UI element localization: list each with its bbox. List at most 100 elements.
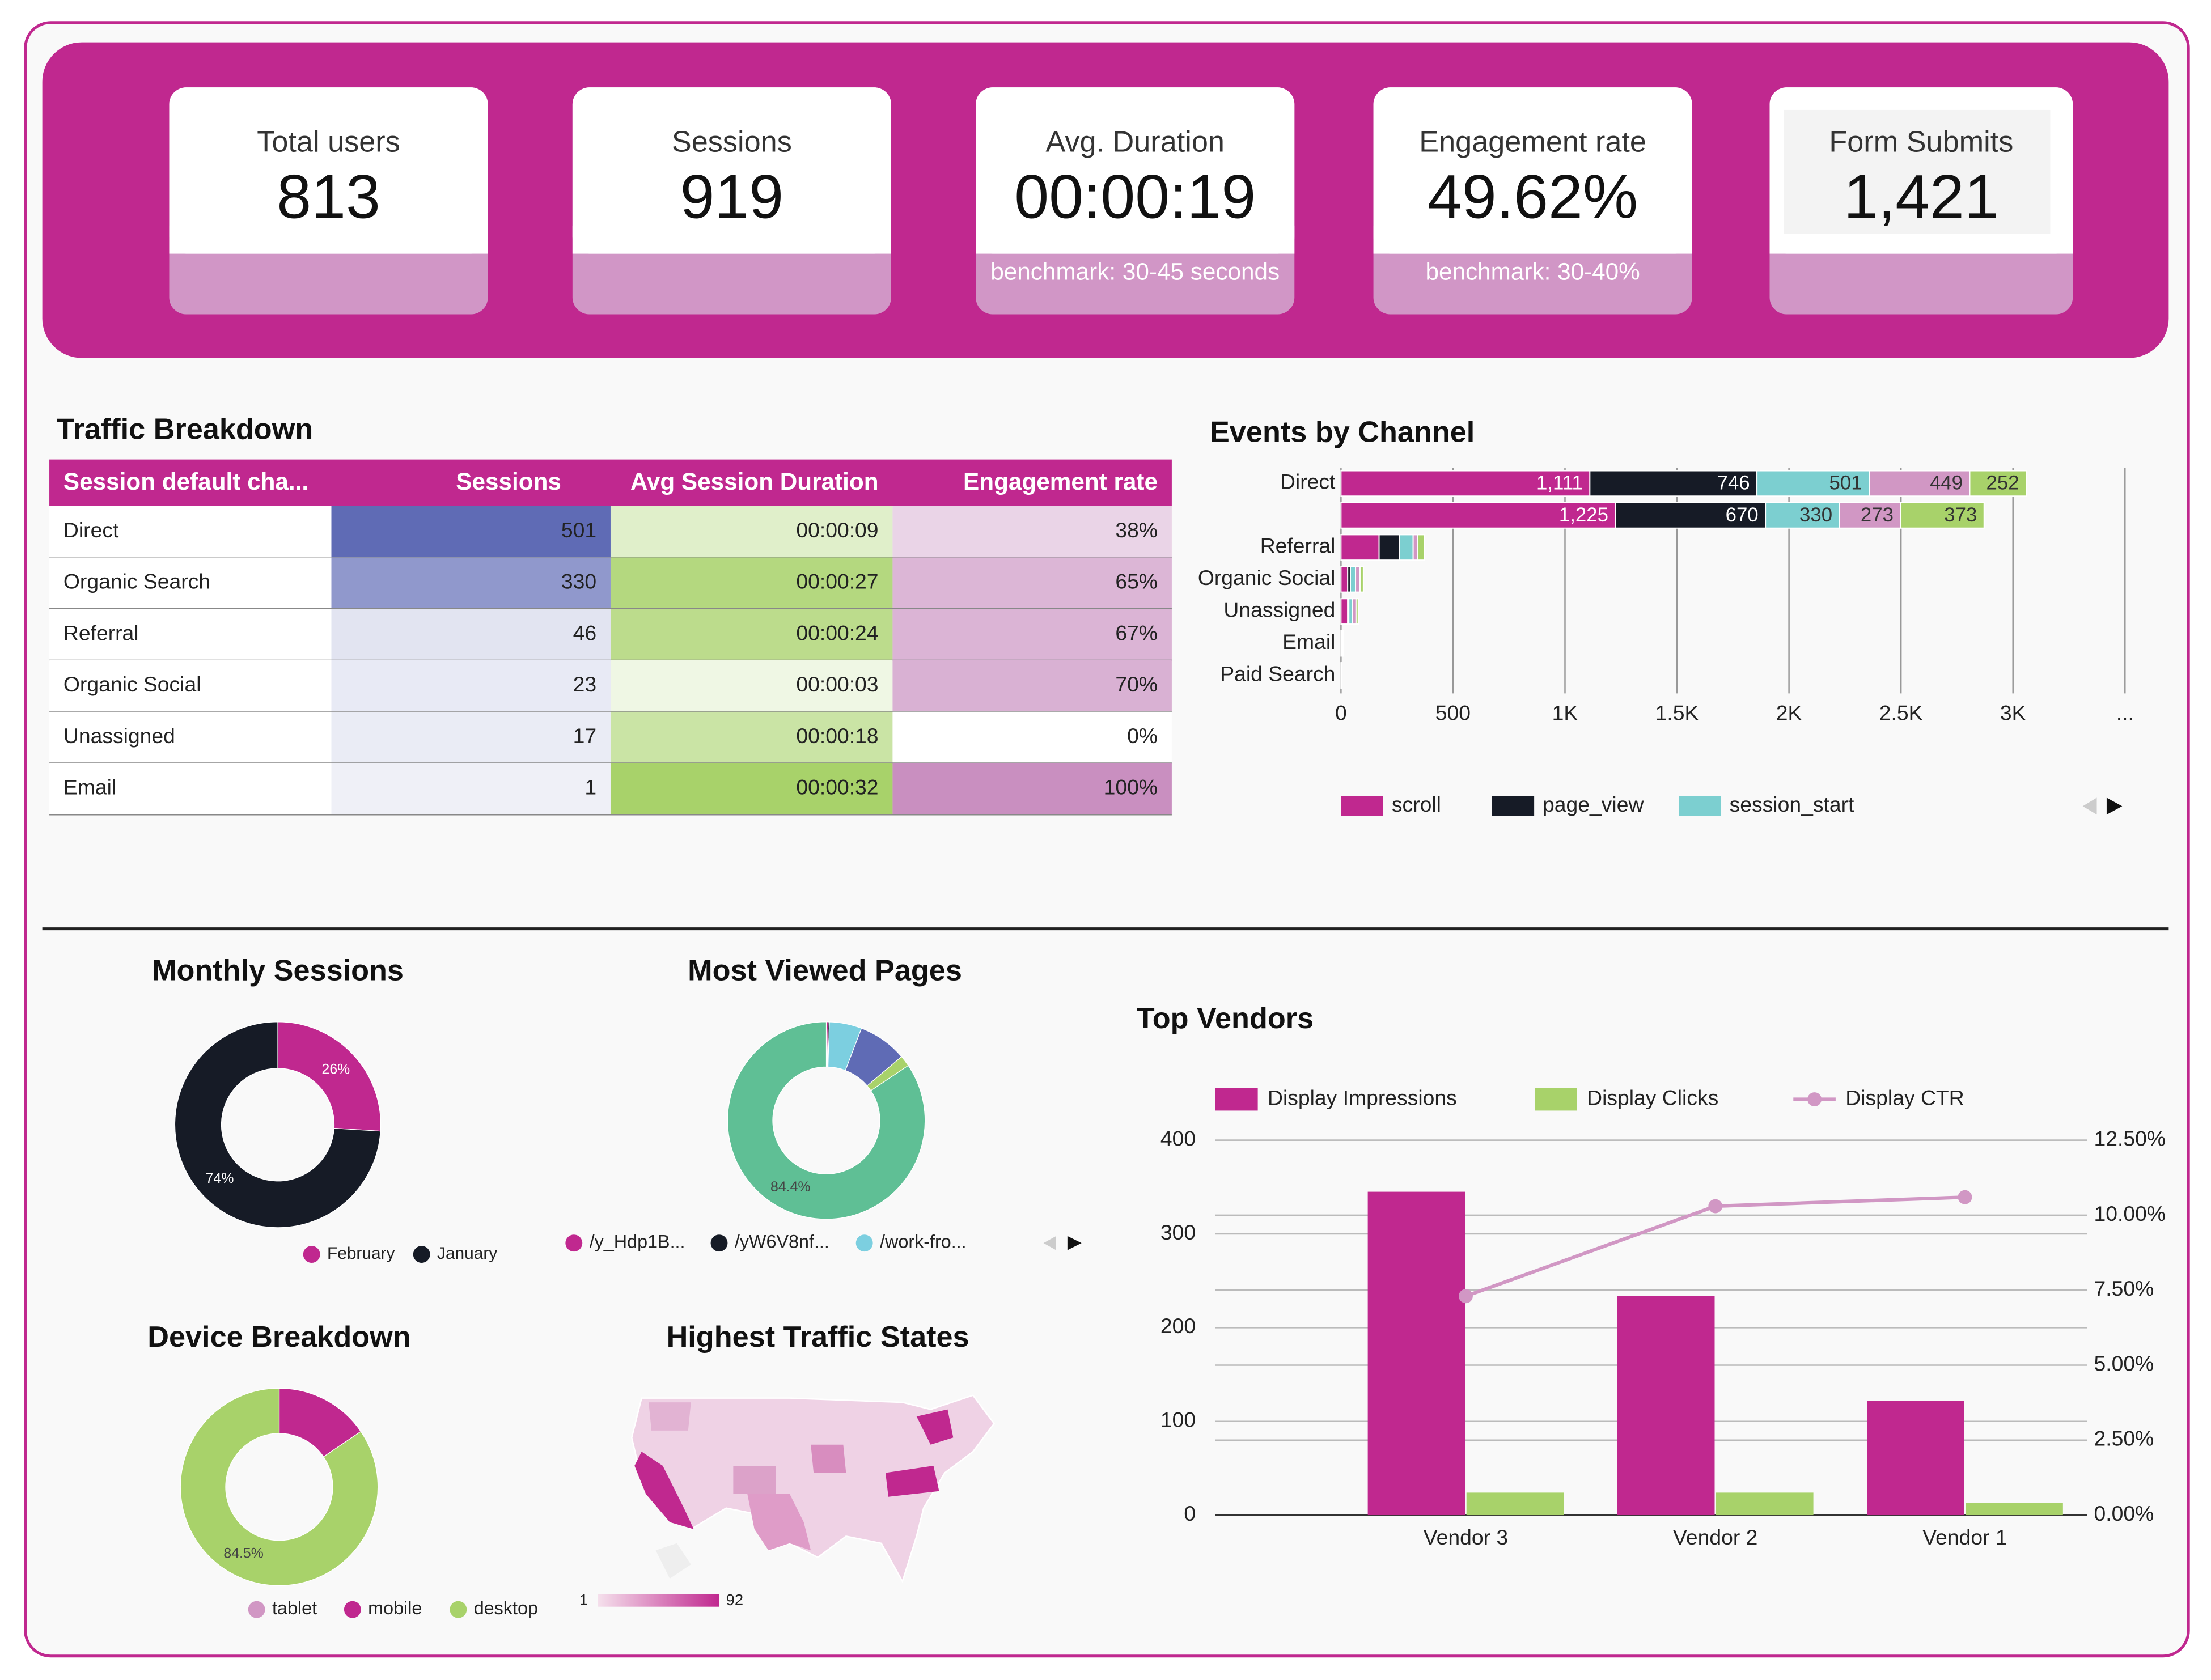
- x-tick-label: 2.5K: [1879, 701, 1923, 725]
- kpi-card-top: [572, 87, 891, 254]
- map-region: [634, 1452, 694, 1529]
- bar-segment: [1378, 534, 1400, 561]
- bar-segment: [1342, 630, 1344, 657]
- data-label: 1,111: [1536, 472, 1583, 494]
- donut-slice: [727, 1021, 926, 1220]
- bar-segment: [1359, 566, 1364, 593]
- table-cell-text: Organic Social: [63, 672, 201, 696]
- table-cell-text: 70%: [1115, 672, 1158, 696]
- bar-segment: [1417, 534, 1425, 561]
- us-map: [631, 1394, 996, 1584]
- legend-next[interactable]: [1067, 1236, 1082, 1250]
- table-cell: [610, 506, 893, 558]
- legend-dot: [710, 1234, 728, 1252]
- data-label: 1,225: [1559, 504, 1608, 526]
- kpi-value: 49.62%: [1428, 162, 1638, 231]
- legend-label: Display Clicks: [1587, 1085, 1718, 1109]
- frame: [24, 21, 2190, 1658]
- kpi-label: Form Submits: [1829, 125, 2013, 158]
- bar-segment: [1340, 566, 1349, 593]
- table-cell-text: 1: [584, 775, 596, 799]
- legend-dot: [344, 1601, 361, 1618]
- kpi-value: 1,421: [1844, 162, 1999, 231]
- x-tick-label: 0: [1335, 701, 1347, 725]
- map-region: [885, 1466, 939, 1497]
- table-cell-text: 501: [561, 518, 596, 542]
- kpi-card-top: [1373, 87, 1692, 254]
- bar-segment: [1969, 470, 2027, 497]
- table-cell-text: 23: [573, 672, 597, 696]
- kpi-label: Engagement rate: [1419, 125, 1646, 158]
- legend-label: Display CTR: [1845, 1085, 1964, 1109]
- legend-swatch: [1215, 1088, 1258, 1111]
- bar-segment: [1340, 470, 1591, 497]
- data-label: 670: [1726, 504, 1759, 526]
- table-cell-text: Email: [63, 775, 116, 799]
- table-cell: [892, 557, 1172, 609]
- table-cell-text: 00:00:32: [796, 775, 878, 799]
- table-title: Traffic Breakdown: [56, 413, 313, 446]
- data-label: 746: [1717, 472, 1750, 494]
- bar: [1466, 1492, 1564, 1516]
- bar-segment: [1340, 502, 1616, 529]
- y-tick-label: Paid Search: [1220, 661, 1335, 685]
- map-region: [747, 1494, 811, 1551]
- color-scale: [598, 1594, 719, 1607]
- table-cell: [331, 763, 611, 815]
- legend-label: January: [437, 1244, 497, 1263]
- column-header: Sessions: [456, 468, 561, 495]
- legend-label: scroll: [1392, 792, 1441, 816]
- kpi-note: benchmark: 30-40%: [1425, 258, 1640, 285]
- bar-segment: [1340, 598, 1349, 625]
- bar-segment: [1349, 566, 1357, 593]
- table-cell-text: 100%: [1104, 775, 1158, 799]
- column-header: Engagement rate: [963, 468, 1158, 495]
- table-cell: [49, 763, 332, 815]
- legend-next[interactable]: [2106, 797, 2123, 815]
- table-cell-text: 00:00:24: [796, 621, 878, 644]
- table-cell: [49, 711, 332, 763]
- legend-label: /work-fro...: [880, 1232, 967, 1252]
- table-cell-text: Unassigned: [63, 724, 175, 748]
- y2-tick-label: 7.50%: [2094, 1276, 2154, 1300]
- map-region: [733, 1466, 776, 1494]
- donut-slice: [277, 1021, 382, 1132]
- bar: [1367, 1191, 1465, 1516]
- y-tick-label: Organic Social: [1198, 566, 1336, 589]
- bar-segment: [1355, 566, 1361, 593]
- legend-dot: [413, 1246, 430, 1263]
- legend-dot: [450, 1601, 467, 1618]
- legend-dot: [565, 1234, 583, 1252]
- table-cell-text: 65%: [1115, 570, 1158, 593]
- bar-segment: [1348, 598, 1353, 625]
- legend-label: mobile: [368, 1598, 422, 1618]
- chart-title: Device Breakdown: [147, 1321, 410, 1354]
- table-cell-text: 17: [573, 724, 597, 748]
- table-cell: [331, 660, 611, 712]
- legend-swatch: [1535, 1088, 1577, 1111]
- legend-label: Display Impressions: [1268, 1085, 1457, 1109]
- map-region: [655, 1543, 691, 1579]
- table-cell: [49, 557, 332, 609]
- y2-tick-label: 2.50%: [2094, 1427, 2154, 1450]
- legend-dot: [248, 1601, 265, 1618]
- table-cell: [892, 763, 1172, 815]
- chart-title: Events by Channel: [1210, 416, 1475, 449]
- legend-prev[interactable]: [1043, 1236, 1056, 1250]
- bar-segment: [1589, 470, 1758, 497]
- legend-label: February: [327, 1244, 395, 1263]
- table-cell-text: 330: [561, 570, 596, 593]
- legend-label: /y_Hdp1B...: [590, 1232, 685, 1252]
- y-tick-label: Email: [1282, 630, 1335, 654]
- legend-dot: [855, 1234, 873, 1252]
- kpi-label: Total users: [257, 125, 400, 158]
- table-cell: [49, 609, 332, 660]
- slice-label: 74%: [206, 1170, 234, 1186]
- legend-prev[interactable]: [2082, 797, 2097, 815]
- bar-segment: [1756, 470, 1870, 497]
- table-cell: [331, 506, 611, 558]
- chart-title: Highest Traffic States: [667, 1321, 969, 1354]
- kpi-card-top: [976, 225, 1295, 254]
